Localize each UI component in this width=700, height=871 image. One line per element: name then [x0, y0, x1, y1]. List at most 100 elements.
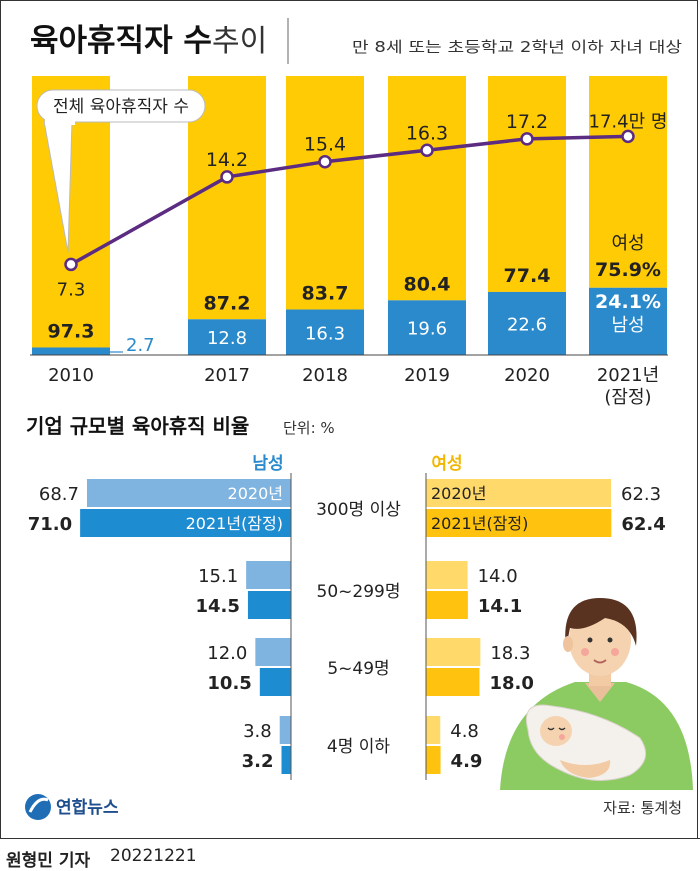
- female-bar-0-1: [426, 561, 468, 589]
- year-label-2-0: 2018: [302, 365, 348, 386]
- section2-title: 기업 규모별 육아휴직 비율: [26, 414, 249, 438]
- total-value-4: 17.2: [506, 111, 548, 133]
- callout-label: 전체 육아휴직자 수: [53, 97, 189, 117]
- parent-eye-right: [607, 637, 613, 643]
- male-bar-0-3: [279, 716, 291, 744]
- male-bar-1-3: [281, 746, 291, 774]
- company-size-chart: 2020년 2020년 68.7 62.3 2021년(잠정) 2021년(잠정) 71.0…: [28, 473, 666, 780]
- male-value-5: 24.1%: [595, 291, 661, 313]
- male-value-1-2: 10.5: [207, 673, 251, 694]
- total-point-1: [220, 170, 234, 184]
- female-label-2021: 여성: [611, 233, 644, 254]
- chart-subtitle: 만 8세 또는 초등학교 2학년 이하 자녀 대상: [352, 38, 682, 56]
- total-point-2: [318, 154, 332, 169]
- male-header: 남성: [252, 454, 283, 474]
- female-value-1-3: 4.9: [451, 751, 483, 772]
- male-bar-2018: [286, 309, 364, 355]
- female-bar-2019: [388, 76, 466, 301]
- logo-mark-icon: [25, 794, 51, 820]
- female-bar-1-1: [426, 591, 468, 619]
- group-label-3: 4명 이하: [327, 737, 390, 757]
- female-value-0-2: 18.3: [490, 643, 530, 664]
- male-bar-0-1: [246, 561, 291, 589]
- male-bar-0-0: [86, 479, 291, 507]
- total-point-5: [621, 129, 635, 144]
- male-value-0-3: 3.8: [243, 721, 272, 742]
- unit-label: 단위: %: [283, 419, 335, 437]
- female-value-0-1: 14.0: [478, 566, 518, 587]
- male-value-2: 16.3: [305, 323, 345, 344]
- female-bar-0-2: [426, 638, 481, 666]
- female-value-0-0: 62.3: [621, 484, 661, 505]
- credit-bar: 원형민 기자 20221221: [0, 838, 700, 871]
- logo-swoosh-icon: [28, 797, 49, 813]
- year-label-5-0: 2021년: [597, 365, 659, 386]
- male-value-1-1: 14.5: [196, 596, 240, 617]
- total-value-0: 7.3: [57, 279, 86, 300]
- female-series-label-1: 2021년(잠정): [431, 514, 528, 533]
- male-value-1-0: 71.0: [28, 514, 72, 535]
- trend-chart: 2010 2017 2018 2019 2020 2021년(잠정) 97.3 87.2 12.…: [30, 76, 668, 408]
- total-value-5: 17.4만 명: [589, 111, 668, 132]
- yonhap-logo: 연합뉴스: [25, 794, 119, 820]
- female-value-1-1: 14.1: [478, 596, 522, 617]
- baby-cheek: [559, 734, 565, 740]
- female-bar-2018: [286, 76, 364, 310]
- male-bar-2020: [488, 291, 566, 355]
- male-value-0: 2.7: [126, 335, 155, 356]
- total-value-3: 16.3: [406, 122, 448, 144]
- male-bar-2021년: [589, 287, 667, 355]
- female-bar-0-0: [426, 479, 612, 507]
- female-bar-1-2: [426, 668, 480, 696]
- female-bar-1-0: [426, 509, 612, 537]
- parent-with-baby-illustration: [500, 598, 693, 790]
- female-value-1-2: 18.0: [489, 673, 533, 694]
- baby-face: [540, 716, 572, 746]
- parent-mouth: [593, 659, 607, 664]
- male-value-0-1: 15.1: [198, 566, 238, 587]
- parent-cheek-right: [611, 648, 619, 656]
- female-value-5: 75.9%: [595, 259, 661, 281]
- female-series-label-0: 2020년: [431, 484, 486, 503]
- year-label-3-0: 2019: [404, 365, 450, 386]
- source-label: 자료: 통계청: [603, 799, 682, 817]
- female-bar-2020: [488, 76, 566, 292]
- male-bar-2019: [388, 300, 466, 355]
- female-value-1: 87.2: [204, 292, 251, 314]
- male-bar-2017: [188, 319, 266, 355]
- callout-joint: [45, 117, 75, 125]
- female-bar-1-3: [426, 746, 441, 774]
- main-title-light: 추이: [212, 24, 267, 59]
- total-value-2: 15.4: [304, 134, 346, 156]
- male-value-0-0: 68.7: [39, 484, 79, 505]
- parent-hand: [560, 760, 611, 778]
- total-point-4: [520, 132, 534, 146]
- parent-eye-left: [587, 637, 593, 643]
- reporter-name: 원형민 기자: [6, 851, 91, 871]
- female-value-0-3: 4.8: [450, 721, 479, 742]
- parent-hair: [565, 598, 637, 648]
- total-line: [70, 134, 629, 266]
- year-label-5-1: (잠정): [604, 387, 651, 408]
- female-value-2: 83.7: [302, 283, 349, 305]
- male-value-1: 12.8: [207, 328, 247, 349]
- male-series-label-0: 2020년: [228, 484, 283, 503]
- total-value-1: 14.2: [206, 149, 248, 171]
- group-label-1: 50~299명: [317, 582, 401, 602]
- male-bar-2010: [32, 347, 110, 355]
- infographic-canvas: 육아휴직자 수 추이 만 8세 또는 초등학교 2학년 이하 자녀 대상 201…: [25, 18, 693, 820]
- female-value-4: 77.4: [504, 265, 551, 287]
- parent-ear: [563, 636, 573, 652]
- publish-date: 20221221: [110, 846, 197, 866]
- parent-collar: [585, 683, 615, 702]
- male-bar-1-1: [247, 591, 291, 619]
- group-label-2: 5~49명: [327, 659, 389, 679]
- female-value-1-0: 62.4: [621, 514, 665, 535]
- main-title-bold: 육아휴직자 수: [30, 23, 212, 59]
- year-label-4-0: 2020: [504, 365, 550, 386]
- male-value-0-2: 12.0: [207, 643, 247, 664]
- female-value-0: 97.3: [48, 320, 95, 342]
- male-series-label-1: 2021년(잠정): [186, 514, 283, 533]
- female-value-3: 80.4: [404, 273, 451, 295]
- male-bar-1-0: [80, 509, 291, 537]
